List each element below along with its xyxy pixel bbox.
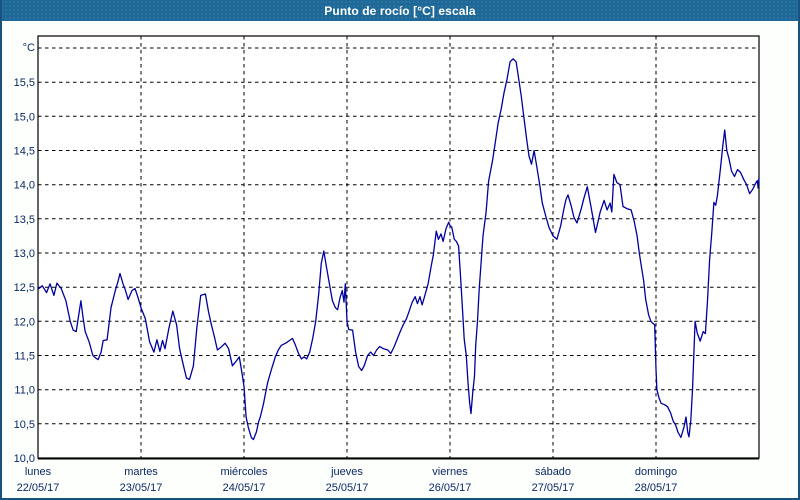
y-tick-label: 13,0 [14,248,35,260]
y-tick-label: 13,5 [14,214,35,226]
day-name-label: martes [124,466,158,478]
day-date-label: 26/05/17 [429,482,472,494]
day-date-label: 28/05/17 [635,482,678,494]
day-date-label: 24/05/17 [223,482,266,494]
y-tick-label: 15,0 [14,111,35,123]
y-tick-label: 11,0 [14,385,35,397]
plot-region: 10,0 10,5 11,0 11,5 12,0 12,5 13,0 13,5 14,0 14,5… [2,19,796,498]
day-name-label: miércoles [220,466,268,478]
plot-area [38,36,759,458]
y-axis-unit-label: °C [23,42,35,54]
day-name-label: sábado [535,466,571,478]
chart-title: Punto de rocío [°C] escala [324,3,476,18]
day-name-label: lunes [25,466,52,478]
dew-point-line [37,58,760,441]
dew-point-chart: 10,0 10,5 11,0 11,5 12,0 12,5 13,0 13,5 14,0 14,5… [14,35,760,494]
day-date-label: 27/05/17 [532,482,575,494]
y-tick-label: 12,5 [14,282,35,294]
y-tick-label: 14,5 [14,146,35,158]
y-tick-label: 12,0 [14,316,35,328]
day-name-label: jueves [330,466,363,478]
y-tick-label: 10,0 [14,453,35,465]
plot-frame [37,35,760,459]
day-date-label: 22/05/17 [17,482,60,494]
day-name-label: viernes [432,466,468,478]
y-tick-label: 15,5 [14,77,35,89]
y-tick-label: 14,0 [14,180,35,192]
day-date-label: 25/05/17 [326,482,369,494]
day-date-label: 23/05/17 [120,482,163,494]
y-tick-label: 11,5 [14,351,35,363]
title-bar: Punto de rocío [°C] escala [2,0,798,21]
y-tick-label: 10,5 [14,419,35,431]
day-name-label: domingo [635,466,677,478]
